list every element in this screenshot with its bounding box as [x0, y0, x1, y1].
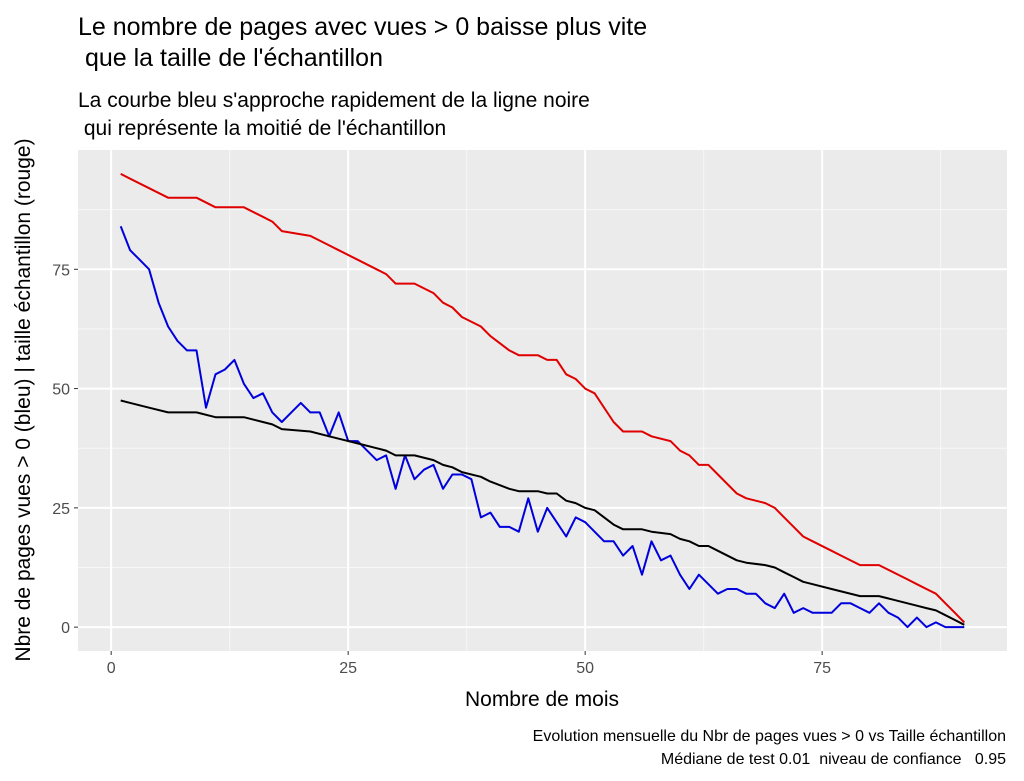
- plot-panel: [78, 150, 1007, 651]
- y-tick-label: 75: [52, 262, 70, 279]
- x-tick-label: 75: [813, 660, 831, 677]
- y-tick-label: 50: [52, 382, 70, 399]
- series-line-3: [120, 399, 965, 626]
- series-line-1: [120, 173, 966, 624]
- series-line-2: [119, 225, 965, 629]
- y-axis-ticks: 0 25 50 75: [52, 262, 78, 637]
- x-axis-ticks: 0 25 50 75: [107, 651, 831, 677]
- x-tick-label: 50: [576, 660, 594, 677]
- chart-caption-line-1: Evolution mensuelle du Nbr de pages vues…: [533, 728, 1006, 745]
- y-tick-label: 25: [52, 501, 70, 518]
- grid-major: [78, 150, 1007, 651]
- grid-minor: [78, 150, 1007, 651]
- chart-titles: Le nombre de pages avec vues > 0 baisse …: [78, 13, 647, 140]
- x-tick-label: 25: [339, 660, 357, 677]
- chart-subtitle-line-1: La courbe bleu s'approche rapidement de …: [78, 89, 590, 112]
- series-layer: [119, 173, 966, 629]
- chart-title-line-2: que la taille de l'échantillon: [78, 44, 383, 72]
- x-tick-label: 0: [107, 660, 116, 677]
- y-tick-label: 0: [61, 620, 70, 637]
- x-axis-title: Nombre de mois: [465, 688, 619, 711]
- chart-subtitle-line-2: qui représente la moitié de l'échantillo…: [78, 117, 446, 140]
- y-axis-title: Nbre de pages vues > 0 (bleu) | taille é…: [12, 138, 35, 661]
- chart-caption-line-2: Médiane de test 0.01 niveau de confiance…: [661, 751, 1006, 768]
- chart-title-line-1: Le nombre de pages avec vues > 0 baisse …: [78, 13, 647, 41]
